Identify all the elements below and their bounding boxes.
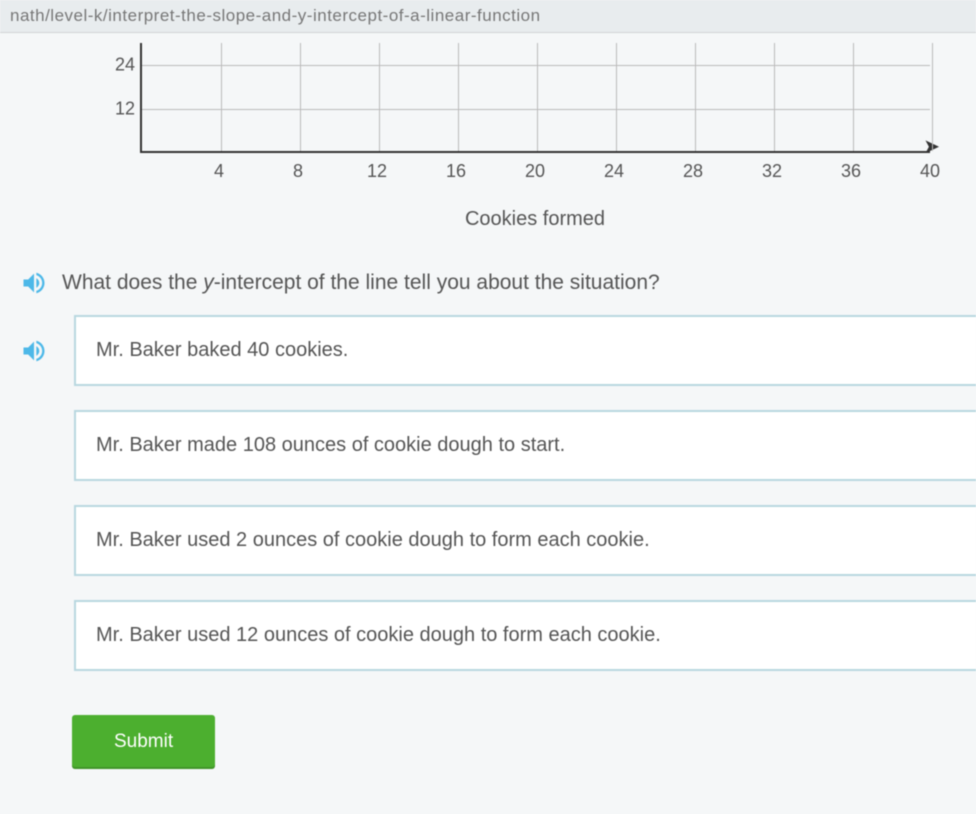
choices-list: Mr. Baker baked 40 cookies. Mr. Baker ma… — [0, 315, 976, 671]
chart: ➤ 2412 481216202428323640 — [100, 43, 930, 173]
choice-option[interactable]: Mr. Baker baked 40 cookies. — [74, 315, 976, 386]
x-tick-label: 8 — [293, 161, 303, 182]
x-tick-label: 20 — [525, 161, 545, 182]
x-tick-label: 16 — [446, 161, 466, 182]
question-variable: y — [203, 271, 214, 294]
gridline-h — [142, 109, 930, 110]
gridline-h — [142, 65, 930, 66]
y-tick-label: 24 — [100, 55, 135, 76]
chart-area: ➤ 24 12 4 8 12 16 20 24 28 32 36 40 Cookies formed — [0, 33, 976, 251]
choice-option[interactable]: Mr. Baker made 108 ounces of cookie doug… — [74, 410, 976, 481]
speaker-icon[interactable] — [20, 337, 48, 365]
gridline-v — [774, 43, 775, 151]
gridline-v — [537, 43, 538, 151]
x-tick-label: 32 — [762, 161, 782, 182]
gridline-v — [458, 43, 459, 151]
question-prefix: What does the — [62, 271, 203, 294]
x-tick-label: 40 — [920, 161, 940, 182]
breadcrumb: nath/level-k/interpret-the-slope-and-y-i… — [0, 0, 976, 33]
gridline-v — [300, 43, 301, 151]
choice-option[interactable]: Mr. Baker used 12 ounces of cookie dough… — [74, 600, 976, 671]
gridline-v — [379, 43, 380, 151]
submit-button[interactable]: Submit — [72, 715, 215, 769]
choice-option[interactable]: Mr. Baker used 2 ounces of cookie dough … — [74, 505, 976, 576]
speaker-icon[interactable] — [20, 269, 48, 297]
question-text: What does the y-intercept of the line te… — [62, 271, 660, 295]
gridline-v — [221, 43, 222, 151]
gridline-v — [853, 43, 854, 151]
gridline-v — [695, 43, 696, 151]
x-tick-label: 28 — [683, 161, 703, 182]
x-tick-label: 24 — [604, 161, 624, 182]
question-suffix: -intercept of the line tell you about th… — [214, 271, 660, 294]
gridline-v — [932, 43, 933, 151]
y-tick-label: 12 — [100, 99, 135, 120]
gridline-v — [616, 43, 617, 151]
x-axis-label: Cookies formed — [140, 208, 930, 231]
x-tick-label: 4 — [214, 161, 224, 182]
chart-grid: ➤ — [140, 43, 930, 153]
x-tick-label: 12 — [367, 161, 387, 182]
question-row: What does the y-intercept of the line te… — [0, 251, 976, 315]
x-tick-label: 36 — [841, 161, 861, 182]
